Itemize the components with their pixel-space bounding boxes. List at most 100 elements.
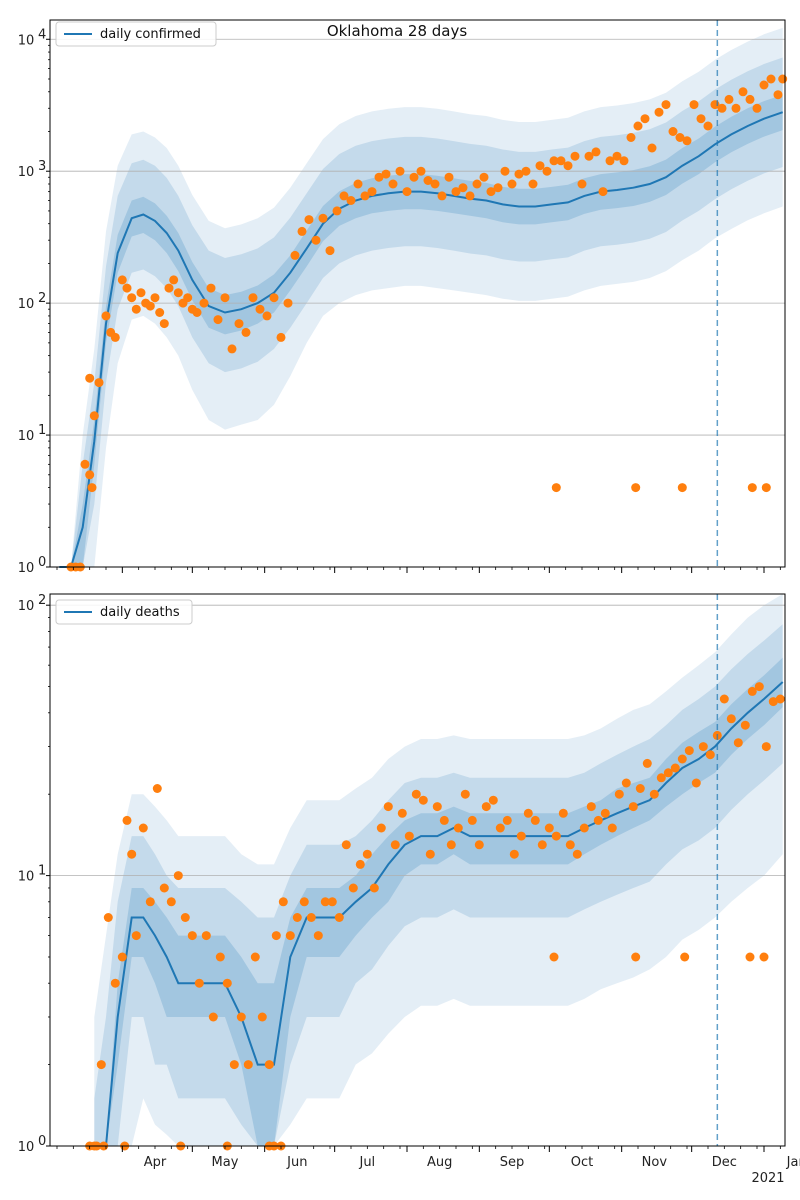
deaths-observation-point	[768, 697, 778, 707]
confirmed-observation-point	[183, 293, 193, 303]
deaths-observation-point	[264, 1060, 274, 1070]
deaths-xtick-label: Jan	[786, 1155, 800, 1170]
deaths-observation-point	[299, 897, 309, 907]
confirmed-observation-point	[297, 226, 307, 236]
confirmed-observation-point	[374, 172, 384, 182]
confirmed-observation-point	[675, 133, 685, 142]
confirmed-observation-point	[542, 166, 552, 176]
deaths-observation-point	[432, 802, 442, 812]
confirmed-observation-point	[514, 169, 524, 179]
confirmed-observation-point	[416, 166, 426, 176]
confirmed-observation-point	[551, 483, 561, 493]
deaths-observation-point	[376, 823, 386, 833]
deaths-observation-point	[579, 823, 589, 833]
confirmed-observation-point	[311, 235, 321, 245]
confirmed-observation-point	[631, 483, 641, 493]
confirmed-observation-point	[535, 161, 545, 171]
confirmed-observation-point	[598, 187, 608, 197]
deaths-observation-point	[306, 913, 316, 922]
deaths-observation-point	[110, 978, 120, 988]
confirmed-ytick-exponent: 3	[38, 159, 46, 174]
deaths-ytick-exponent: 2	[38, 593, 46, 608]
deaths-ytick-label: 10	[18, 1140, 35, 1155]
confirmed-observation-point	[577, 179, 587, 189]
confirmed-axes-frame	[49, 19, 786, 568]
confirmed-observation-point	[752, 103, 762, 113]
confirmed-observation-point	[444, 172, 454, 182]
deaths-observation-point	[572, 849, 582, 859]
deaths-observation-point	[509, 849, 519, 859]
deaths-observation-point	[194, 978, 204, 988]
deaths-observation-point	[122, 815, 132, 825]
confirmed-observation-point	[269, 293, 279, 303]
confirmed-observation-point	[640, 114, 650, 124]
confirmed-observation-point	[241, 327, 251, 337]
confirmed-ytick-label: 10	[18, 429, 35, 444]
confirmed-observation-point	[220, 293, 230, 303]
confirmed-ytick-label: 10	[18, 33, 35, 48]
confirmed-observation-point	[724, 94, 734, 104]
confirmed-observation-point	[101, 311, 111, 321]
confirmed-legend-label: daily confirmed	[100, 27, 201, 42]
confirmed-observation-point	[521, 166, 531, 176]
deaths-observation-point	[551, 831, 561, 841]
deaths-observation-point	[530, 815, 540, 825]
deaths-observation-point	[127, 849, 137, 859]
confirmed-observation-point	[626, 133, 636, 142]
deaths-legend-box	[55, 599, 193, 625]
deaths-xtick-label: Dec	[712, 1155, 737, 1170]
confirmed-ytick-exponent: 0	[38, 555, 46, 570]
deaths-observation-point	[558, 808, 568, 818]
confirmed-observation-point	[87, 483, 97, 493]
confirmed-observation-point	[738, 87, 748, 97]
confirmed-observation-point	[430, 179, 440, 189]
deaths-observation-point	[362, 849, 372, 859]
deaths-xtick-label: May	[212, 1155, 239, 1170]
deaths-observation-point	[488, 795, 498, 805]
confirmed-observation-point	[304, 215, 314, 225]
deaths-observation-point	[166, 897, 176, 907]
confirmed-observation-point	[612, 151, 622, 161]
deaths-observation-point	[159, 883, 169, 893]
deaths-observation-point	[446, 840, 456, 850]
deaths-observation-point	[425, 849, 435, 859]
confirmed-observation-point	[346, 196, 356, 205]
confirmed-observation-point	[493, 183, 503, 193]
confirmed-observation-point	[479, 172, 489, 182]
confirmed-ytick-label: 10	[18, 297, 35, 312]
deaths-observation-point	[418, 795, 428, 805]
confirmed-observation-point	[381, 169, 391, 179]
deaths-xtick-year-label: 2021	[751, 1171, 784, 1186]
confirmed-observation-point	[169, 275, 179, 285]
deaths-observation-point	[355, 859, 365, 869]
deaths-model-line	[94, 681, 784, 1147]
confirmed-observation-point	[136, 288, 146, 298]
deaths-observation-point	[243, 1060, 253, 1070]
deaths-xtick-label: Jun	[286, 1155, 307, 1170]
deaths-observation-point	[390, 840, 400, 850]
confirmed-observation-point	[290, 250, 300, 260]
confirmed-observation-point	[528, 179, 538, 189]
confirmed-observation-point	[131, 304, 141, 314]
confirmed-observation-point	[353, 179, 363, 189]
confirmed-observation-point	[164, 283, 174, 293]
deaths-observation-point	[271, 931, 281, 941]
deaths-observation-point	[607, 823, 617, 833]
deaths-observation-point	[705, 750, 715, 760]
deaths-observation-point	[759, 952, 769, 962]
deaths-band-50	[94, 657, 783, 1146]
deaths-observation-point	[460, 789, 470, 799]
deaths-observation-point	[656, 773, 666, 783]
confirmed-observation-point	[85, 373, 95, 383]
confirmed-observation-point	[731, 103, 741, 113]
confirmed-observation-point	[94, 378, 104, 388]
deaths-observation-point	[691, 778, 701, 788]
deaths-ytick-label: 10	[18, 599, 35, 614]
confirmed-band-90	[59, 57, 783, 567]
deaths-observation-point	[236, 1012, 246, 1022]
deaths-observation-point	[565, 840, 575, 850]
confirmed-observation-point	[318, 213, 328, 223]
